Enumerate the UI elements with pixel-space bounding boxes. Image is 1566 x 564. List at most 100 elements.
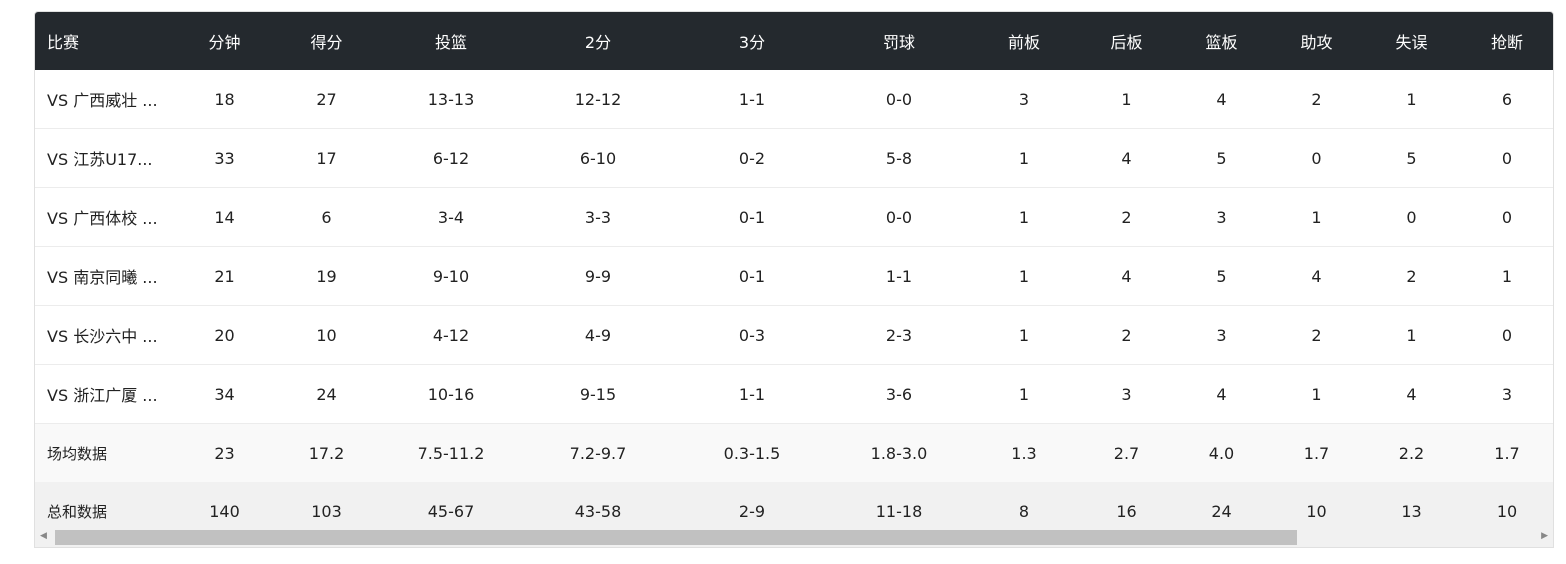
stat-cell: 0-0 [829, 187, 969, 247]
stat-cell: 0-3 [675, 305, 829, 365]
stat-cell: 3 [1459, 364, 1553, 424]
stat-cell: 2.7 [1079, 423, 1174, 482]
stat-cell: 1.3 [969, 423, 1079, 482]
stats-table-container: 比赛 分钟 得分 投篮 2分 3分 罚球 前板 后板 篮板 助攻 失误 抢断 VS 广西威壮 ... 18… [34, 11, 1554, 548]
stat-cell: 0 [1459, 187, 1553, 247]
column-header: 助攻 [1269, 12, 1364, 70]
stat-cell: 1 [1269, 187, 1364, 247]
stat-cell: 0.3-1.5 [675, 423, 829, 482]
stat-cell: 33 [177, 128, 272, 188]
stat-cell: 2 [1364, 246, 1459, 306]
stat-cell: 4.0 [1174, 423, 1269, 482]
stat-cell: 1-1 [675, 70, 829, 129]
stat-cell: 9-9 [521, 246, 675, 306]
stat-cell: 4-9 [521, 305, 675, 365]
stat-cell: 21 [177, 246, 272, 306]
stat-cell: 17 [272, 128, 381, 188]
stat-cell: 6 [272, 187, 381, 247]
table-header-row: 比赛 分钟 得分 投篮 2分 3分 罚球 前板 后板 篮板 助攻 失误 抢断 [35, 12, 1553, 70]
stat-cell: 10-16 [381, 364, 521, 424]
stat-cell: 9-10 [381, 246, 521, 306]
stat-cell: 14 [177, 187, 272, 247]
game-cell: VS 广西威壮 ... [35, 70, 177, 129]
column-header: 失误 [1364, 12, 1459, 70]
stat-cell: 0 [1459, 128, 1553, 188]
column-header: 比赛 [35, 12, 177, 70]
stat-cell: 1.7 [1459, 423, 1553, 482]
scrollbar-thumb[interactable] [55, 530, 1297, 545]
column-header: 得分 [272, 12, 381, 70]
stat-cell: 1.8-3.0 [829, 423, 969, 482]
game-cell: VS 浙江广厦 ... [35, 364, 177, 424]
stat-cell: 3 [969, 70, 1079, 129]
table-row: VS 长沙六中 ... 20 10 4-12 4-9 0-3 2-3 1 2 3 2 1 0 [35, 305, 1553, 365]
game-cell: VS 南京同曦 ... [35, 246, 177, 306]
stat-cell: 4 [1269, 246, 1364, 306]
column-header: 3分 [675, 12, 829, 70]
stat-cell: 1 [969, 364, 1079, 424]
stat-cell: 2 [1079, 305, 1174, 365]
stat-cell: 0-2 [675, 128, 829, 188]
stat-cell: 1 [1269, 364, 1364, 424]
table-row: VS 广西威壮 ... 18 27 13-13 12-12 1-1 0-0 3 1 4 2 1 6 [35, 70, 1553, 129]
stat-cell: 34 [177, 364, 272, 424]
horizontal-scrollbar[interactable]: ◀ ▶ [35, 527, 1553, 547]
stat-cell: 10 [272, 305, 381, 365]
stat-cell: 1.7 [1269, 423, 1364, 482]
table-row: VS 江苏U17... 33 17 6-12 6-10 0-2 5-8 1 4 5 0 5 0 [35, 128, 1553, 188]
stat-cell: 3-4 [381, 187, 521, 247]
stat-cell: 5-8 [829, 128, 969, 188]
stat-cell: 3 [1174, 187, 1269, 247]
scroll-right-arrow-icon[interactable]: ▶ [1541, 531, 1548, 541]
stat-cell: 2 [1269, 305, 1364, 365]
stat-cell: 1 [1364, 305, 1459, 365]
stat-cell: 6-10 [521, 128, 675, 188]
table-row: VS 广西体校 ... 14 6 3-4 3-3 0-1 0-0 1 2 3 1 0 0 [35, 187, 1553, 247]
stat-cell: 9-15 [521, 364, 675, 424]
stat-cell: 0 [1269, 128, 1364, 188]
stat-cell: 1 [969, 246, 1079, 306]
stat-cell: 0-0 [829, 70, 969, 129]
stat-cell: 2 [1079, 187, 1174, 247]
column-header: 罚球 [829, 12, 969, 70]
stat-cell: 3-6 [829, 364, 969, 424]
scroll-left-arrow-icon[interactable]: ◀ [40, 531, 47, 541]
stat-cell: 2 [1269, 70, 1364, 129]
stat-cell: 4 [1364, 364, 1459, 424]
game-cell: VS 长沙六中 ... [35, 305, 177, 365]
stat-cell: 1 [1459, 246, 1553, 306]
stat-cell: 0-1 [675, 246, 829, 306]
column-header: 分钟 [177, 12, 272, 70]
column-header: 2分 [521, 12, 675, 70]
stat-cell: 4 [1174, 364, 1269, 424]
stat-cell: 1-1 [675, 364, 829, 424]
stat-cell: 0 [1364, 187, 1459, 247]
column-header: 篮板 [1174, 12, 1269, 70]
game-cell: VS 广西体校 ... [35, 187, 177, 247]
game-cell: 场均数据 [35, 423, 177, 482]
stat-cell: 1-1 [829, 246, 969, 306]
stat-cell: 12-12 [521, 70, 675, 129]
column-header: 投篮 [381, 12, 521, 70]
stat-cell: 4 [1174, 70, 1269, 129]
stat-cell: 0 [1459, 305, 1553, 365]
stat-cell: 23 [177, 423, 272, 482]
stat-cell: 1 [1079, 70, 1174, 129]
stat-cell: 13-13 [381, 70, 521, 129]
stat-cell: 27 [272, 70, 381, 129]
stat-cell: 5 [1364, 128, 1459, 188]
stat-cell: 1 [1364, 70, 1459, 129]
stat-cell: 20 [177, 305, 272, 365]
stat-cell: 5 [1174, 246, 1269, 306]
stat-cell: 1 [969, 187, 1079, 247]
stat-cell: 19 [272, 246, 381, 306]
stat-cell: 7.2-9.7 [521, 423, 675, 482]
table-row: VS 南京同曦 ... 21 19 9-10 9-9 0-1 1-1 1 4 5 4 2 1 [35, 246, 1553, 306]
stats-table: 比赛 分钟 得分 投篮 2分 3分 罚球 前板 后板 篮板 助攻 失误 抢断 VS 广西威壮 ... 18… [35, 12, 1553, 540]
stat-cell: 2-3 [829, 305, 969, 365]
stat-cell: 5 [1174, 128, 1269, 188]
average-row: 场均数据 23 17.2 7.5-11.2 7.2-9.7 0.3-1.5 1.8-3.0 1… [35, 423, 1553, 482]
stat-cell: 0-1 [675, 187, 829, 247]
column-header: 后板 [1079, 12, 1174, 70]
stat-cell: 17.2 [272, 423, 381, 482]
